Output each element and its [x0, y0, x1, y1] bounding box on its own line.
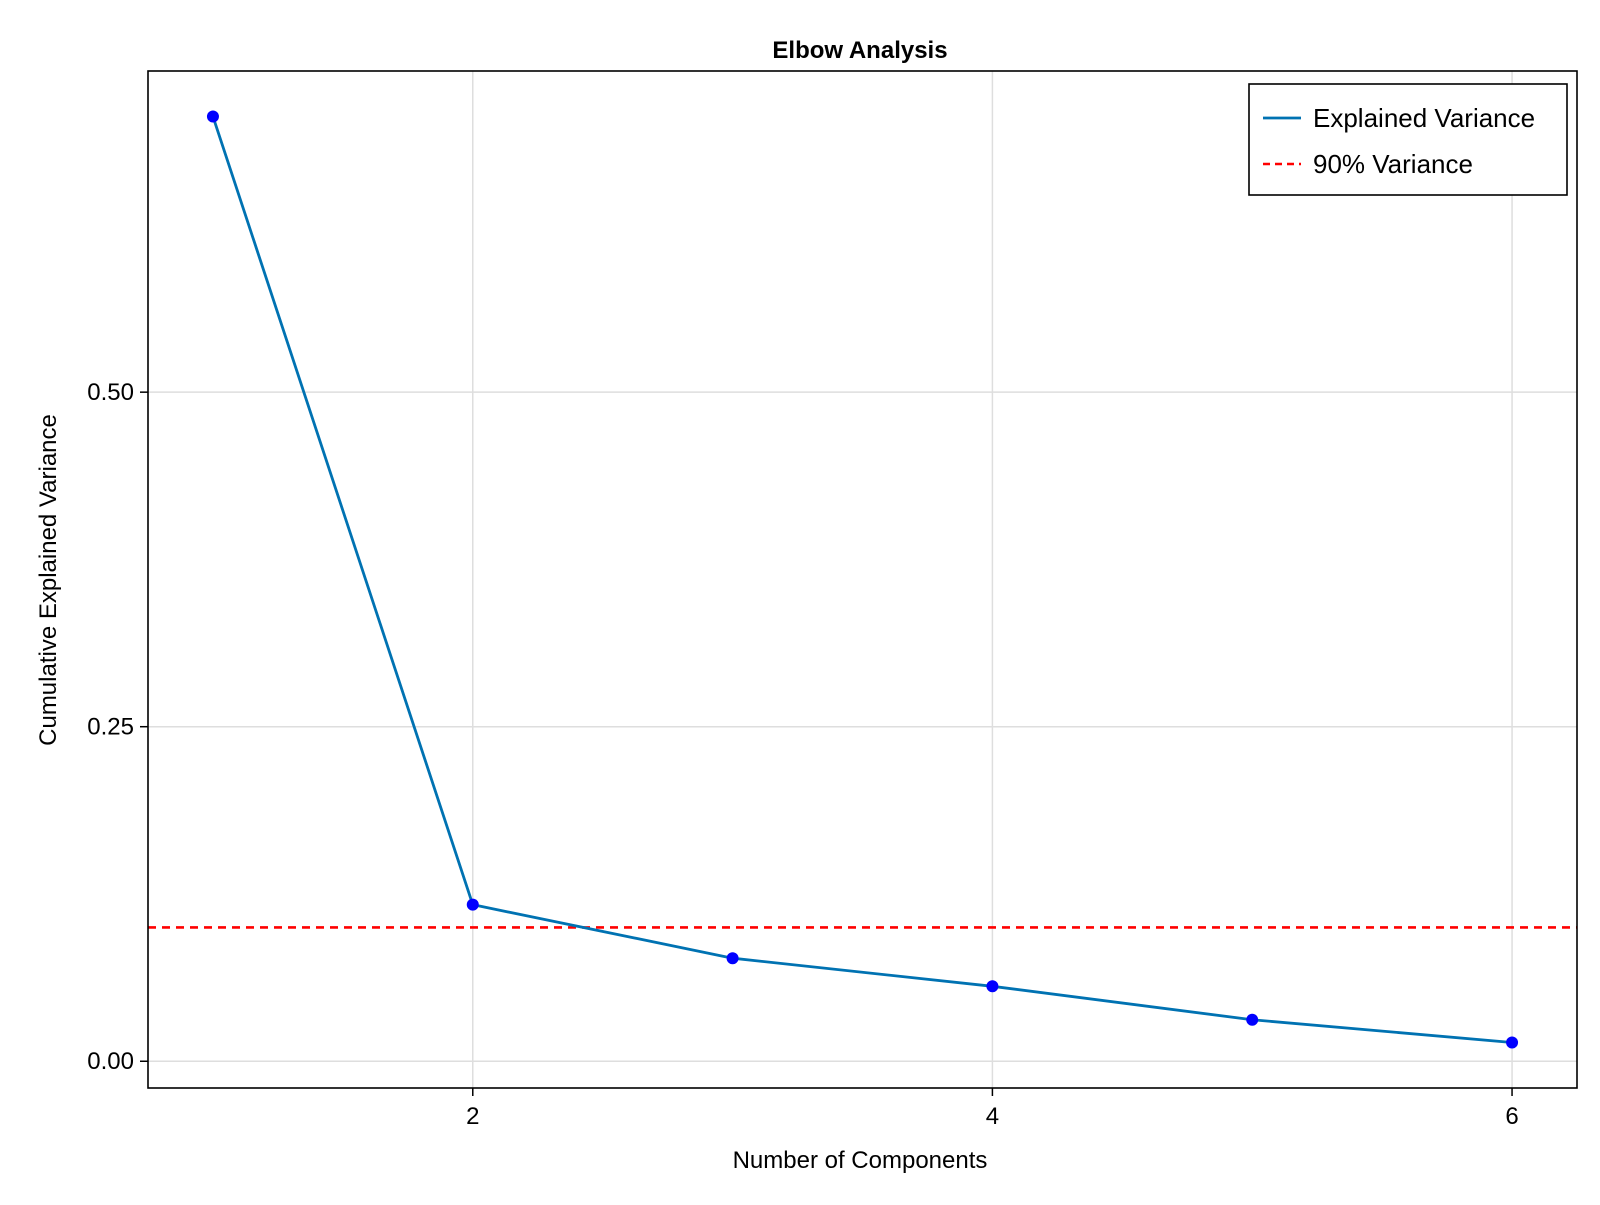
- legend: Explained Variance 90% Variance: [1248, 83, 1568, 196]
- x-axis-label: Number of Components: [733, 1147, 988, 1174]
- y-tick-label: 0.00: [87, 1048, 134, 1075]
- data-point: [206, 110, 219, 123]
- series-line-explained-variance: [211, 116, 1513, 1044]
- x-tick-label: 4: [986, 1103, 999, 1130]
- legend-label-90-variance: 90% Variance: [1313, 149, 1473, 179]
- legend-box: [1248, 83, 1568, 196]
- series-layer: [206, 110, 1519, 1049]
- grid: [148, 71, 1577, 1088]
- y-tick-label: 0.50: [87, 379, 134, 406]
- data-point: [1506, 1036, 1519, 1049]
- y-tick-label: 0.25: [87, 714, 134, 741]
- chart-title: Elbow Analysis: [772, 37, 947, 64]
- legend-label-explained-variance: Explained Variance: [1313, 103, 1535, 133]
- plot-frame: [147, 70, 1578, 1089]
- y-axis-label: Cumulative Explained Variance: [35, 414, 62, 746]
- x-tick-label: 2: [466, 1103, 479, 1130]
- data-point: [1246, 1013, 1259, 1026]
- data-point: [726, 952, 739, 965]
- ticks: 2 4 6 0.00 0.25 0.50: [87, 379, 1518, 1130]
- data-point: [986, 980, 999, 993]
- x-tick-label: 6: [1505, 1103, 1518, 1130]
- data-point: [466, 898, 479, 911]
